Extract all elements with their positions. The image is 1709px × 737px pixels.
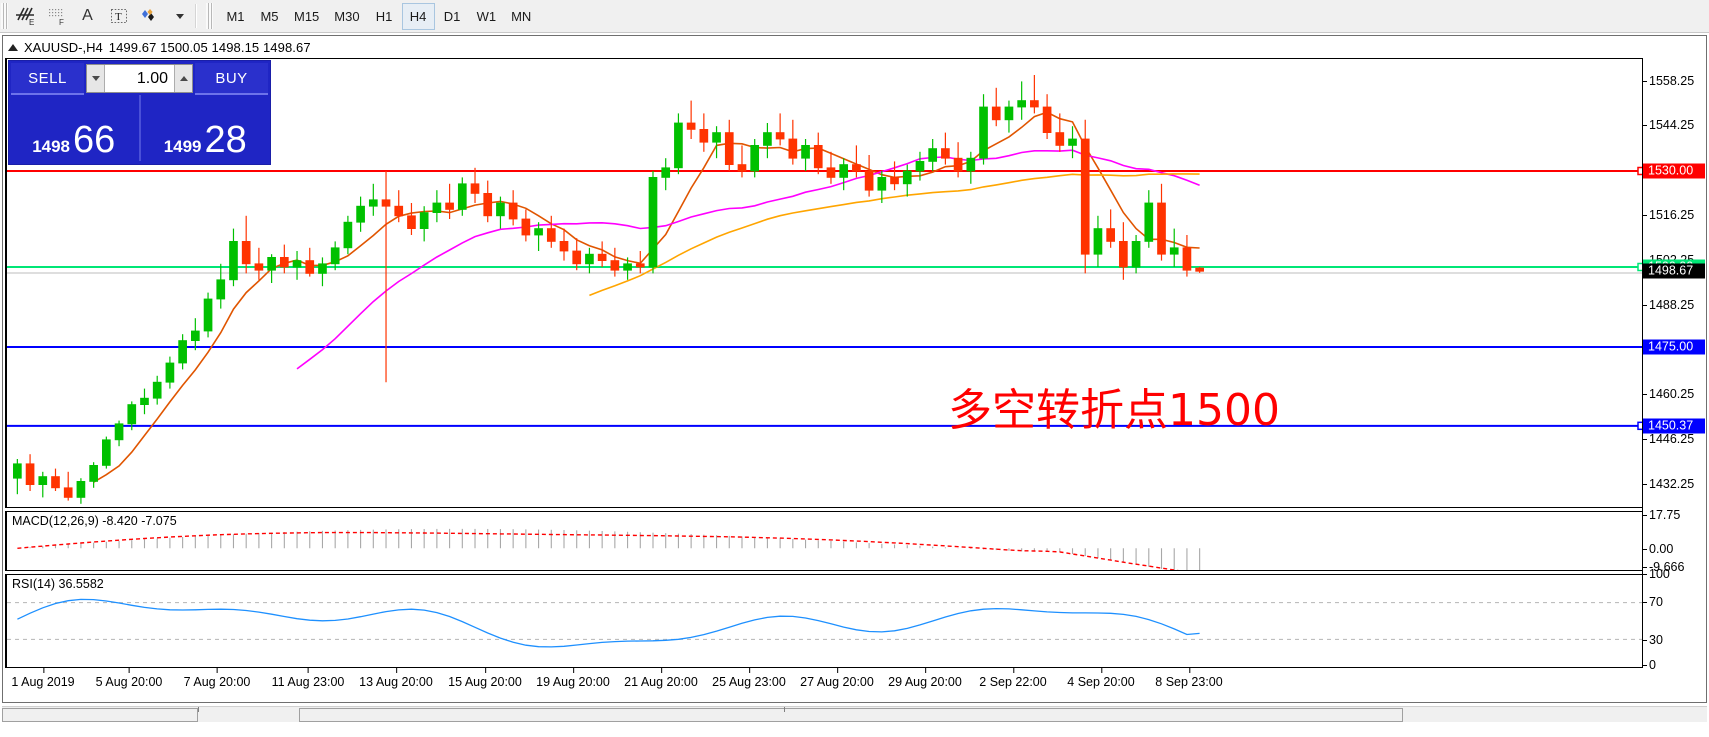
price-level-badge-1475-00[interactable]: 1475.00 (1643, 339, 1705, 355)
scroll-tick (198, 707, 199, 712)
price-level-badge-1450-37[interactable]: 1450.37 (1643, 418, 1705, 434)
timeframe-button-m1[interactable]: M1 (226, 8, 245, 24)
chevron-down-icon (91, 76, 100, 81)
rsi-pane[interactable]: RSI(14) 36.5582 (5, 574, 1704, 668)
macd-chart-svg (17, 528, 1201, 570)
buy-price-decimal: 28 (204, 119, 247, 161)
one-click-trading-panel[interactable]: SELL 1.00 BUY 1498 66 1499 28 (8, 60, 271, 165)
price-chart-pane[interactable] (5, 58, 1704, 508)
ohlc-values: 1499.67 1500.05 1498.15 1498.67 (108, 39, 311, 55)
sell-button[interactable]: SELL (11, 63, 84, 95)
rsi-tick-30: 30 (1643, 633, 1663, 647)
macd-tick-17neg75: 17.75 (1643, 508, 1680, 522)
text-tool-icon[interactable]: A (82, 7, 93, 24)
main-toolbar: E F A (0, 0, 1709, 33)
scroll-segment-left[interactable] (2, 708, 198, 722)
volume-decrease-button[interactable] (87, 65, 105, 92)
scroll-segment-right[interactable] (299, 708, 1403, 722)
price-tick-1488-25: 1488.25 (1643, 298, 1694, 312)
volume-increase-button[interactable] (174, 65, 192, 92)
price-level-badge-1530-00[interactable]: 1530.00 (1643, 163, 1705, 179)
price-axis-scale[interactable]: 1558.251544.251530.001516.251502.251500.… (1642, 58, 1705, 672)
time-axis-label: 2 Sep 22:00 (979, 667, 1047, 689)
time-axis-label: 21 Aug 20:00 (624, 667, 698, 689)
rsi-label: RSI(14) 36.5582 (12, 577, 104, 591)
price-tick-1544-25: 1544.25 (1643, 118, 1694, 132)
time-axis-label: 8 Sep 23:00 (1155, 667, 1223, 689)
buy-button[interactable]: BUY (195, 63, 268, 95)
chart-window: XAUUSD-,H4 1499.67 1500.05 1498.15 1498.… (2, 35, 1707, 703)
timeframe-button-d1[interactable]: D1 (443, 8, 461, 24)
buy-price-integer: 1499 (163, 137, 202, 156)
current-bid-badge: 1498.67 (1643, 263, 1705, 279)
volume-stepper[interactable]: 1.00 (86, 64, 193, 93)
rsi-tick-70: 70 (1643, 595, 1663, 609)
macd-tick-neg9-666: -9.666 (1643, 560, 1684, 574)
time-axis-label: 25 Aug 23:00 (712, 667, 786, 689)
objects-icon[interactable] (134, 3, 172, 30)
price-tick-1558-25: 1558.25 (1643, 74, 1694, 88)
macd-tick-0neg00: 0.00 (1643, 542, 1673, 556)
price-tick-1516-25: 1516.25 (1643, 208, 1694, 222)
buy-price-display[interactable]: 1499 28 (141, 95, 271, 161)
time-axis-label: 15 Aug 20:00 (448, 667, 522, 689)
svg-text:F: F (59, 18, 64, 26)
volume-input[interactable]: 1.00 (136, 69, 168, 87)
indicators-icon[interactable]: E (10, 3, 41, 30)
time-axis-label: 13 Aug 20:00 (359, 667, 433, 689)
rsi-chart-svg (7, 598, 1646, 648)
sell-price-display[interactable]: 1498 66 (9, 95, 141, 161)
time-axis-label: 5 Aug 20:00 (95, 667, 163, 689)
timeframe-bar: M1 M5 M15 M30 H1 H4 D1 W1 MN (219, 2, 539, 30)
scroll-tick (784, 707, 785, 712)
sell-price-integer: 1498 (32, 137, 71, 156)
toolbar-separator (192, 4, 201, 28)
price-candlestick-svg (7, 75, 1646, 504)
time-axis-scale[interactable]: 1 Aug 2019 5 Aug 20:00 7 Aug 20:00 11 Aug 2… (5, 667, 1704, 701)
time-axis-label: 7 Aug 20:00 (183, 667, 251, 689)
time-axis-label: 4 Sep 20:00 (1067, 667, 1135, 689)
svg-text:E: E (29, 18, 34, 26)
timeframe-button-h4[interactable]: H4 (401, 2, 435, 30)
collapse-triangle-icon[interactable] (8, 43, 18, 51)
timeframe-button-w1[interactable]: W1 (476, 8, 497, 24)
timeframe-button-m30[interactable]: M30 (334, 8, 360, 24)
timeframe-toolbar-grip[interactable] (206, 3, 213, 29)
crosshair-grid-icon[interactable]: F (41, 3, 72, 30)
timeframe-button-m5[interactable]: M5 (260, 8, 279, 24)
symbol-header: XAUUSD-,H4 1499.67 1500.05 1498.15 1498.… (3, 36, 1706, 58)
symbol-label: XAUUSD-,H4 (24, 39, 103, 55)
chevron-up-icon (179, 76, 188, 81)
rsi-tick-100: 100 (1643, 567, 1670, 581)
macd-pane[interactable]: MACD(12,26,9) -8.420 -7.075 (5, 511, 1704, 571)
time-axis-label: 11 Aug 23:00 (271, 667, 345, 689)
price-tick-1446-25: 1446.25 (1643, 432, 1694, 446)
time-axis-label: 19 Aug 20:00 (536, 667, 610, 689)
price-tick-1460-25: 1460.25 (1643, 387, 1694, 401)
toolbar-grip-handle[interactable] (1, 3, 8, 29)
objects-dropdown-icon[interactable] (172, 3, 188, 30)
macd-label: MACD(12,26,9) -8.420 -7.075 (12, 514, 177, 528)
time-axis-label: 1 Aug 2019 (11, 667, 75, 689)
timeframe-button-h1[interactable]: H1 (375, 8, 393, 24)
svg-text:T: T (115, 11, 122, 23)
timeframe-button-mn[interactable]: MN (511, 8, 532, 24)
price-tick-1432-25: 1432.25 (1643, 477, 1694, 491)
chart-annotation-text: 多空转折点1500 (948, 385, 1280, 436)
horizontal-scrollbar[interactable] (2, 706, 1707, 722)
timeframe-button-m15[interactable]: M15 (294, 8, 320, 24)
time-axis-label: 27 Aug 20:00 (800, 667, 874, 689)
rsi-tick-0: 0 (1643, 658, 1656, 672)
text-label-icon[interactable]: T (103, 3, 134, 30)
time-axis-label: 29 Aug 20:00 (888, 667, 962, 689)
sell-price-decimal: 66 (73, 119, 116, 161)
